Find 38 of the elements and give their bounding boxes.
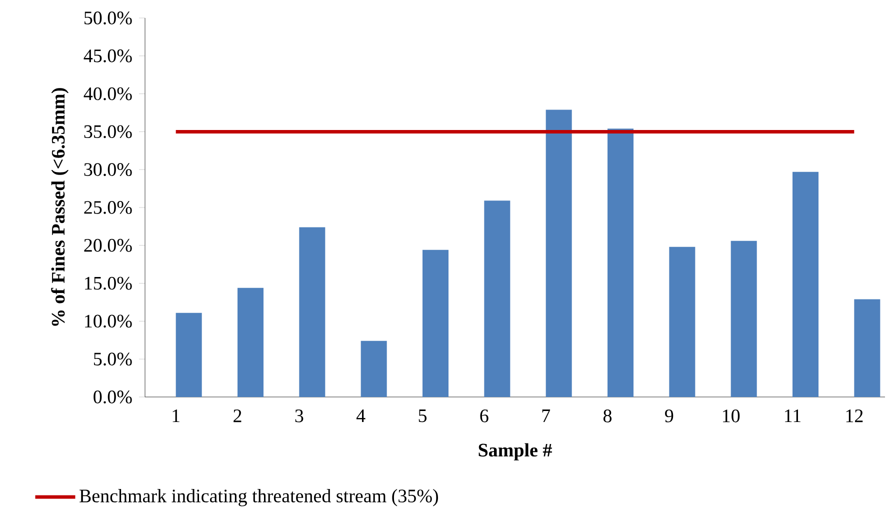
x-tick-label: 1 <box>172 410 180 422</box>
y-axis-title: % of Fines Passed (<6.35mm) <box>51 88 69 326</box>
x-tick-label: 6 <box>480 410 488 422</box>
bar <box>299 227 326 397</box>
y-tick-label: 15.0% <box>85 276 132 290</box>
bar <box>360 340 387 397</box>
bar <box>176 312 202 397</box>
bar <box>422 250 449 397</box>
x-tick-label: 3 <box>295 410 304 422</box>
bar <box>792 172 819 397</box>
x-tick-label: 2 <box>234 410 242 422</box>
bar <box>484 200 510 397</box>
legend-label: Benchmark indicating threatened stream (35%) <box>80 489 438 506</box>
y-tick-label: 20.0% <box>84 238 132 252</box>
y-tick-label: 35.0% <box>84 125 132 138</box>
bar <box>669 246 696 397</box>
y-tick-label: 0.0% <box>94 390 132 404</box>
x-tick-label: 4 <box>356 410 366 422</box>
bar <box>238 288 264 397</box>
y-tick-label: 30.0% <box>84 163 132 176</box>
y-tick-label: 50.0% <box>84 12 132 24</box>
bar <box>546 110 572 397</box>
y-tick-label: 45.0% <box>84 49 132 62</box>
x-tick-label: 5 <box>418 410 427 422</box>
y-tick-label: 10.0% <box>85 314 132 328</box>
x-tick-label: 8 <box>603 410 612 422</box>
bar <box>608 128 634 397</box>
y-tick-label: 25.0% <box>84 201 132 214</box>
x-tick-label: 9 <box>665 410 674 422</box>
y-tick-label: 40.0% <box>84 87 132 100</box>
bar <box>730 240 757 397</box>
x-tick-label: 11 <box>785 410 801 422</box>
x-tick-label: 7 <box>542 410 550 422</box>
x-tick-label: 10 <box>723 410 740 422</box>
x-axis-title: Sample # <box>478 443 552 460</box>
y-tick-label: 5.0% <box>94 352 132 366</box>
x-tick-label: 12 <box>846 410 863 422</box>
bar <box>854 299 880 397</box>
